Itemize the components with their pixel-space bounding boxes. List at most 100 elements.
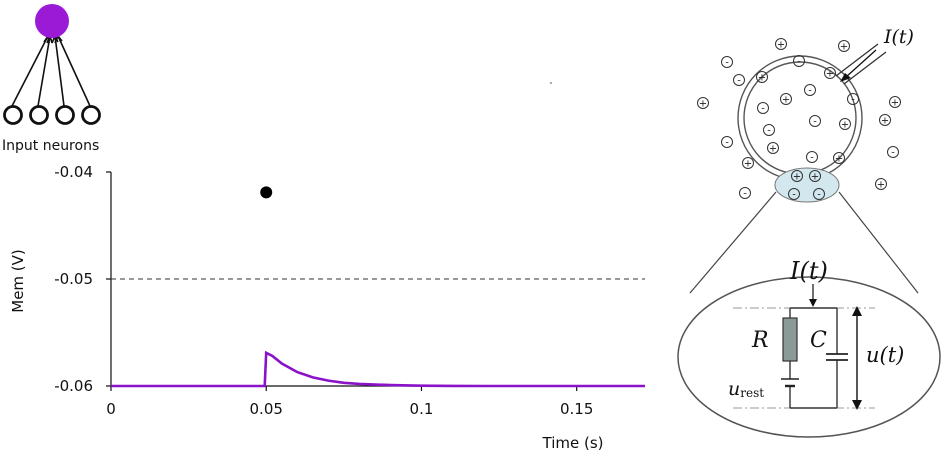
rc-circuit-diagram: I(t) R C u(t) urest (677, 257, 941, 438)
y-axis-label: Mem (V) (9, 249, 27, 313)
membrane-trace-line (111, 350, 645, 388)
voltage-arrowhead-top (852, 306, 862, 316)
positive-ion-icon (875, 178, 887, 190)
positive-ion-icon (879, 114, 891, 126)
connection-line (37, 35, 51, 107)
negative-ion-icon (804, 84, 816, 96)
membrane-chart: -0.04 -0.05 -0.06 0 0.05 0.1 0.15 Mem (V) Tim… (9, 163, 645, 452)
voltage-label: u(t) (866, 343, 904, 367)
positive-ion-sign: + (793, 172, 801, 183)
circuit-zoom-ellipse (677, 276, 941, 438)
positive-ion-icon (756, 71, 768, 83)
positive-ion-sign: + (699, 99, 707, 110)
positive-ion-sign: + (841, 120, 849, 131)
negative-ion-icon (733, 74, 745, 86)
positive-ion-icon (809, 170, 821, 182)
circuit-current-label: I(t) (789, 257, 828, 285)
positive-ion-icon (838, 40, 850, 52)
negative-ion-icon (739, 187, 751, 199)
negative-ion-sign: - (725, 138, 729, 149)
negative-ion-sign: - (797, 57, 801, 68)
x-tick-label: 0.05 (250, 400, 283, 418)
negative-ion-icon (887, 146, 899, 158)
resistor-label: R (751, 328, 769, 353)
negative-ion-icon (847, 93, 859, 105)
positive-ion-icon (767, 142, 779, 154)
positive-ion-icon (742, 157, 754, 169)
positive-ion-sign: + (826, 69, 834, 80)
positive-ion-icon (791, 170, 803, 182)
resistor (782, 317, 798, 362)
positive-ion-sign: + (758, 73, 766, 84)
zoom-line-right (838, 191, 919, 294)
negative-ion-icon (721, 136, 733, 148)
network-connections (11, 33, 91, 107)
negative-ion-sign: - (810, 153, 814, 164)
negative-ion-icon (806, 151, 818, 163)
x-tick-label: 0.15 (560, 400, 593, 418)
electrode (835, 43, 887, 85)
positive-ion-icon (889, 96, 901, 108)
positive-ion-sign: + (744, 159, 752, 170)
negative-ion-icon (793, 55, 805, 67)
current-arrowhead (840, 73, 851, 82)
negative-ion-icon (757, 102, 769, 114)
spike-markers (260, 186, 273, 199)
x-tick-label: 0 (106, 400, 116, 418)
negative-ion-icon (721, 56, 733, 68)
input-neuron (3, 105, 23, 125)
cell-current-label: I(t) (883, 26, 914, 48)
negative-ion-icon (788, 188, 800, 200)
connection-line (11, 35, 49, 107)
y-tick-label: -0.06 (54, 377, 93, 395)
negative-ion-sign: - (851, 95, 855, 106)
positive-ion-icon (839, 118, 851, 130)
x-tick-label: 0.1 (410, 400, 434, 418)
negative-ion-sign: - (792, 190, 796, 201)
positive-ion-sign: + (840, 42, 848, 53)
positive-ion-icon (833, 152, 845, 164)
input-arrowhead (809, 299, 817, 307)
positive-ion-sign: + (835, 154, 843, 165)
input-neuron (81, 105, 101, 125)
zoom-line-left (689, 191, 777, 294)
membrane-patch (774, 167, 840, 203)
x-ticks: 0 0.05 0.1 0.15 (106, 386, 593, 418)
negative-ion-sign: - (813, 117, 817, 128)
connection-line (54, 35, 65, 107)
connection-line (57, 35, 91, 107)
negative-ion-icon (809, 115, 821, 127)
input-neuron (55, 105, 75, 125)
negative-ion-icon (763, 124, 775, 136)
positive-ion-sign: + (811, 172, 819, 183)
negative-ion-sign: - (743, 189, 747, 200)
input-neuron (29, 105, 49, 125)
negative-ion-sign: - (817, 190, 821, 201)
positive-ion-sign: + (782, 95, 790, 106)
negative-ion-sign: - (808, 86, 812, 97)
positive-ion-icon (824, 67, 836, 79)
y-tick-label: -0.04 (54, 163, 93, 181)
negative-ion-sign: - (891, 148, 895, 159)
neuron-cell-diagram: I(t) + +- -+- ++-+- +- + +--++- +-+ +- -+-- (689, 26, 919, 294)
positive-ion-sign: + (881, 116, 889, 127)
y-tick-label: -0.05 (54, 270, 93, 288)
positive-ion-sign: + (769, 144, 777, 155)
x-axis-label: Time (s) (542, 434, 604, 452)
positive-ion-sign: + (891, 98, 899, 109)
negative-ion-sign: - (725, 58, 729, 69)
positive-ion-icon (780, 93, 792, 105)
negative-ion-sign: - (767, 126, 771, 137)
capacitor-label: C (810, 328, 827, 353)
y-ticks: -0.04 -0.05 -0.06 (54, 163, 111, 395)
input-neurons-label: Input neurons (2, 138, 99, 154)
positive-ion-sign: + (877, 180, 885, 191)
current-arrow (845, 49, 877, 78)
positive-ion-icon (775, 38, 787, 50)
negative-ion-sign: - (761, 104, 765, 115)
rest-potential-label: urest (728, 378, 764, 400)
output-neuron (35, 4, 69, 38)
positive-ion-icon (697, 97, 709, 109)
negative-ion-icon (813, 188, 825, 200)
